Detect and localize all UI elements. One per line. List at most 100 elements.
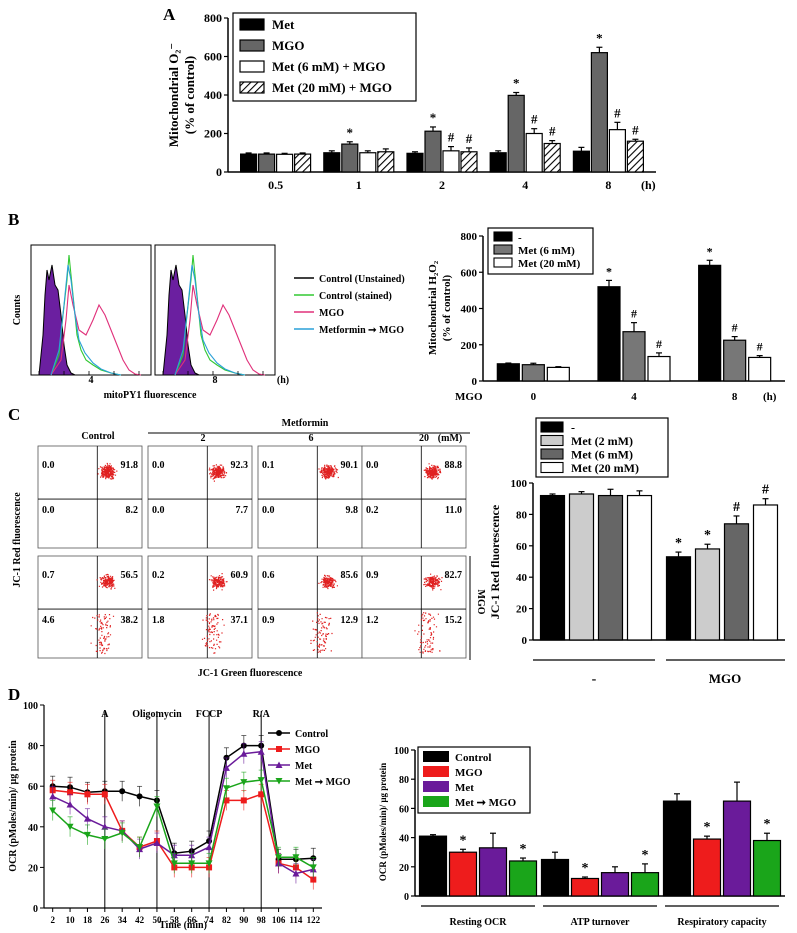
quadrant-lr: 8.2 xyxy=(126,505,139,516)
scatter-frame xyxy=(257,555,363,659)
significance-mark: * xyxy=(460,833,467,848)
scatter-points xyxy=(208,464,228,482)
x-tick-label: 106 xyxy=(272,915,286,925)
data-point xyxy=(223,797,230,804)
bar xyxy=(507,94,525,173)
legend-label: Met (20 mM) + MGO xyxy=(272,80,392,95)
bar xyxy=(597,494,624,641)
bar xyxy=(723,523,750,641)
significance-mark: # xyxy=(631,307,637,321)
quadrant-lr: 9.8 xyxy=(346,505,359,516)
flow-legend-label: MGO xyxy=(319,308,344,319)
x-tick-label: Resting OCR xyxy=(450,917,508,928)
y-tick-label: 200 xyxy=(461,340,478,352)
bar xyxy=(608,129,627,173)
significance-mark: * xyxy=(430,110,437,125)
x-tick-label: 50 xyxy=(152,915,162,925)
x-tick-label: 122 xyxy=(307,915,321,925)
quadrant-ul: 0.9 xyxy=(366,570,379,581)
scatter-frame xyxy=(147,555,253,659)
y-tick-label: 80 xyxy=(516,509,528,521)
legend-marker xyxy=(275,761,283,768)
scatter-frame xyxy=(37,555,143,659)
quadrant-ur: 56.5 xyxy=(121,570,139,581)
legend-marker xyxy=(276,730,282,736)
legend-label: Control xyxy=(455,752,491,764)
significance-mark: * xyxy=(704,820,711,835)
injection-label: R/A xyxy=(253,709,271,720)
scatter-points xyxy=(90,573,116,655)
significance-mark: # xyxy=(757,340,763,354)
legend-label: MGO xyxy=(295,745,320,756)
x-tick-label: 66 xyxy=(187,915,197,925)
jc1-conc-6: 6 xyxy=(309,433,314,444)
y-tick-label: 40 xyxy=(516,572,528,584)
bar xyxy=(294,153,312,173)
series-line xyxy=(52,750,314,875)
x-tick-label: 82 xyxy=(222,915,232,925)
data-point xyxy=(188,860,196,867)
bar xyxy=(276,153,294,173)
scatter-points xyxy=(97,462,118,480)
bar xyxy=(442,150,460,173)
flow-legend-label: Control (Unstained) xyxy=(319,274,405,285)
jc1-control-label: Control xyxy=(81,431,114,442)
chart-b: 0 200 400 600 800 * # # * # #0 4 8 MGO (h) Mitochondria… xyxy=(427,227,785,403)
y-tick-label: 600 xyxy=(461,267,478,279)
quadrant-ul: 0.2 xyxy=(152,570,165,581)
quadrant-ul: 0.1 xyxy=(262,460,275,471)
x-tick-label: 34 xyxy=(118,915,128,925)
bar xyxy=(630,872,660,897)
x-tick-label: 10 xyxy=(66,915,76,925)
bar xyxy=(698,264,722,382)
x-tick-label: 0 xyxy=(531,391,537,403)
data-point xyxy=(66,823,74,831)
quadrant-ur: 85.6 xyxy=(341,570,359,581)
y-tick-label: 100 xyxy=(394,746,409,757)
y-tick-label: 20 xyxy=(28,863,38,874)
y-tick-label: 200 xyxy=(204,127,222,141)
bar xyxy=(539,494,566,641)
quadrant-ll: 1.2 xyxy=(366,615,379,626)
y-tick-label: 40 xyxy=(399,834,409,845)
legend-label: MGO xyxy=(272,38,305,53)
flow-time-8: 8 xyxy=(213,375,218,386)
significance-mark: # xyxy=(448,130,455,145)
data-point xyxy=(101,791,108,798)
x-tick-label: 4 xyxy=(522,178,528,192)
data-point xyxy=(170,860,178,867)
y-tick-label: 600 xyxy=(204,50,222,64)
jc1-scatter-grid: Control Metformin 2 6 20 (mM) 0.0 91.8 0.0… xyxy=(12,418,486,679)
x-tick-label: 114 xyxy=(289,915,303,925)
quadrant-ul: 0.0 xyxy=(152,460,165,471)
bar xyxy=(568,493,595,641)
legend-swatch xyxy=(423,751,449,762)
x-tick-label: 98 xyxy=(257,915,267,925)
jc1-conc-2: 2 xyxy=(201,433,206,444)
legend-swatch xyxy=(239,81,265,94)
scatter-points xyxy=(414,573,443,654)
quadrant-ll: 4.6 xyxy=(42,615,55,626)
chart-d-bar: 0 20 40 60 80 100 * * * * * * Resting OCR ATP turnove… xyxy=(378,746,785,928)
series-line xyxy=(52,744,314,861)
significance-mark: * xyxy=(582,861,589,876)
legend-swatch xyxy=(239,39,265,52)
y-tick-label: 0 xyxy=(216,165,222,179)
data-point xyxy=(101,823,109,830)
x-tick-label: 8 xyxy=(605,178,611,192)
quadrant-lr: 7.7 xyxy=(236,505,249,516)
y-tick-label: 20 xyxy=(399,863,409,874)
quadrant-ur: 92.3 xyxy=(231,460,249,471)
quadrant-lr: 15.2 xyxy=(445,615,463,626)
chart-d-line: 0 20 40 60 80 100 2 10 18 26 34 42 50 58 66 74 82 90 98 106… xyxy=(8,701,351,931)
significance-mark: # xyxy=(614,105,621,120)
data-point xyxy=(257,748,265,755)
bar xyxy=(626,140,645,173)
y-tick-label: 60 xyxy=(28,782,38,793)
chart-a: 0 200 400 600 800 0.5 * 1 * # #2 * # #4 * # #8 (h) Mitocho… xyxy=(166,11,656,192)
y-tick-label: 20 xyxy=(516,604,528,616)
jc1-conc-unit: (mM) xyxy=(438,433,462,444)
x-tick-label: 42 xyxy=(135,915,145,925)
x-tick-label: ATP turnover xyxy=(571,917,631,928)
bar xyxy=(748,356,772,382)
